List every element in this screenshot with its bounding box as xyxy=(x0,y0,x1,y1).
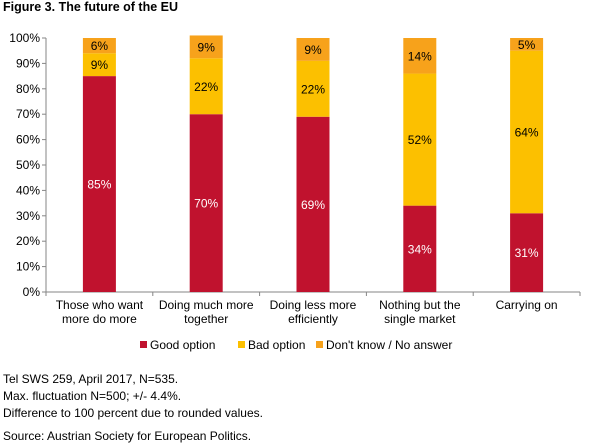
stacked-bar-chart: 0% 10% 20% 30% 40% 50% 60% 70% 80% 90% 100% 85% 9% 6%… xyxy=(9,31,581,352)
bar-segment xyxy=(510,38,544,51)
data-label: 22% xyxy=(301,82,325,96)
data-label: 34% xyxy=(408,242,432,256)
legend-label: Don't know / No answer xyxy=(326,338,452,352)
x-tick-label: Doing much more xyxy=(159,298,254,312)
bar-segment xyxy=(82,76,116,292)
y-tick-label: 10% xyxy=(16,260,40,274)
bar-segment xyxy=(189,58,223,115)
x-tick-label: Carrying on xyxy=(496,298,558,312)
data-label: 64% xyxy=(515,125,539,139)
data-label: 9% xyxy=(91,58,109,72)
chart-title: Figure 3. The future of the EU xyxy=(3,0,179,14)
x-tick-label: together xyxy=(184,312,228,326)
x-tick-label: efficiently xyxy=(288,312,338,326)
bar-segment xyxy=(403,205,437,292)
footnote-2: Max. fluctuation N=500; +/- 4.4%. xyxy=(3,389,182,403)
x-tick-label: Nothing but the xyxy=(379,298,461,312)
x-tick-label: Those who want xyxy=(56,298,144,312)
bar-segment xyxy=(82,53,116,77)
legend-swatch xyxy=(316,341,323,348)
y-tick-label: 0% xyxy=(23,285,41,299)
y-tick-label: 70% xyxy=(16,107,40,121)
y-tick-label: 90% xyxy=(16,56,40,70)
legend-label: Bad option xyxy=(248,338,305,352)
data-label: 6% xyxy=(91,39,109,53)
x-tick-label: more do more xyxy=(62,312,137,326)
bar-segment xyxy=(189,35,223,59)
data-label: 9% xyxy=(304,43,322,57)
data-label: 9% xyxy=(198,40,216,54)
bar-segment xyxy=(189,114,223,292)
bar-segment xyxy=(82,38,116,54)
data-label: 85% xyxy=(87,178,111,192)
y-tick-label: 100% xyxy=(9,31,40,45)
x-tick-label: single market xyxy=(384,312,456,326)
footnote-1: Tel SWS 259, April 2017, N=535. xyxy=(3,372,179,386)
bar-segment xyxy=(296,60,330,117)
bar-segment xyxy=(403,73,437,206)
legend-swatch xyxy=(238,341,245,348)
y-tick-label: 60% xyxy=(16,133,40,147)
legend-swatch xyxy=(140,341,147,348)
bar-segment xyxy=(510,50,544,214)
y-tick-label: 20% xyxy=(16,234,40,248)
data-label: 5% xyxy=(518,38,536,52)
bar-segment xyxy=(296,116,330,293)
source-note: Source: Austrian Society for European Po… xyxy=(3,429,252,443)
x-tick-label: Doing less more xyxy=(270,298,357,312)
footnote-3: Difference to 100 percent due to rounded… xyxy=(3,406,263,420)
data-label: 22% xyxy=(194,80,218,94)
y-tick-label: 50% xyxy=(16,158,40,172)
data-label: 31% xyxy=(515,246,539,260)
bar-segment xyxy=(296,38,330,61)
y-tick-label: 30% xyxy=(16,209,40,223)
legend-label: Good option xyxy=(150,338,215,352)
data-label: 14% xyxy=(408,49,432,63)
data-label: 52% xyxy=(408,133,432,147)
data-label: 69% xyxy=(301,198,325,212)
y-tick-label: 40% xyxy=(16,183,40,197)
data-label: 70% xyxy=(194,197,218,211)
bar-segment xyxy=(403,38,437,74)
bar-segment xyxy=(510,213,544,292)
y-tick-label: 80% xyxy=(16,82,40,96)
